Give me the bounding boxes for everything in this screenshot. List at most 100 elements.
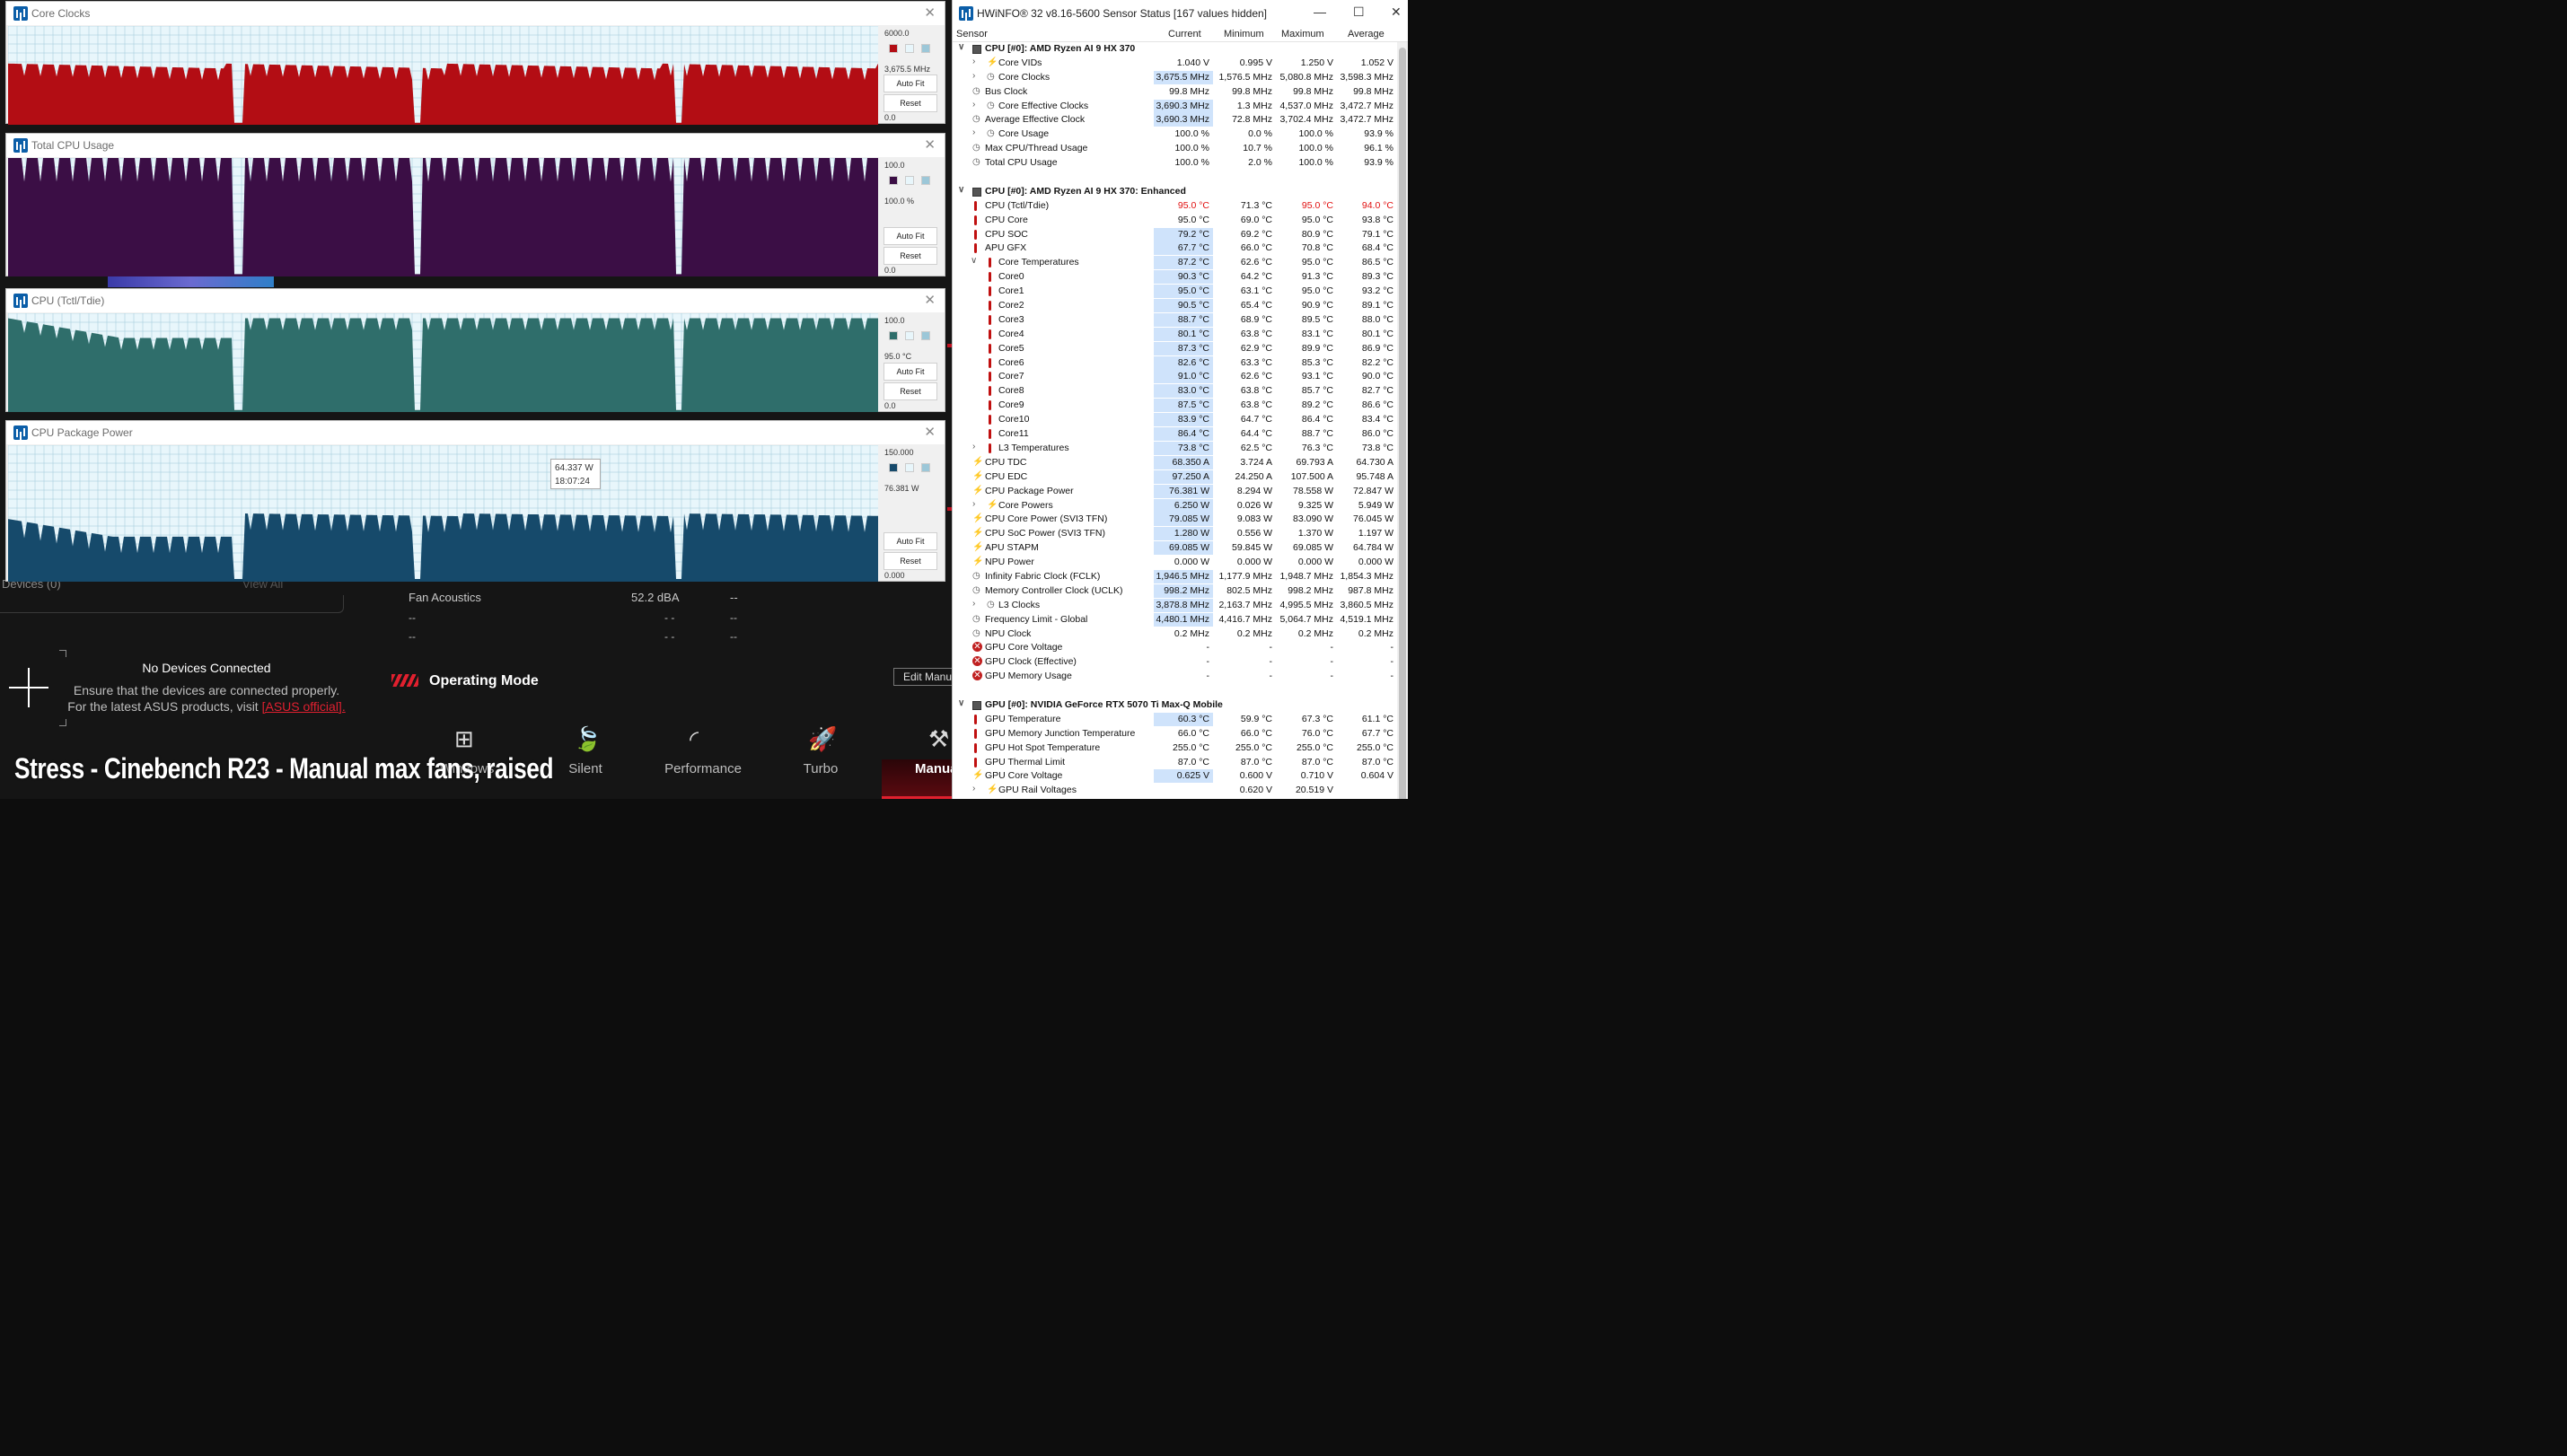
sensor-row[interactable]: ◷ Total CPU Usage 100.0 % 2.0 % 100.0 % 93.9 … [953, 156, 1408, 171]
col-maximum[interactable]: Maximum [1281, 29, 1324, 39]
sensor-row[interactable]: Core8 83.0 °C 63.8 °C 85.7 °C 82.7 °C [953, 384, 1408, 399]
sensor-row[interactable]: Core5 87.3 °C 62.9 °C 89.9 °C 86.9 °C [953, 341, 1408, 356]
sensor-row[interactable]: ✕ GPU Memory Usage - - - - [953, 670, 1408, 684]
sensor-row[interactable]: ⚡ CPU SoC Power (SVI3 TFN) 1.280 W 0.556 W 1… [953, 527, 1408, 541]
close-icon[interactable]: ✕ [924, 293, 936, 308]
reset-button[interactable]: Reset [884, 382, 937, 400]
sensor-row[interactable]: ⚡ GPU Core Voltage 0.625 V 0.600 V 0.710 V 0.… [953, 769, 1408, 784]
sensor-row[interactable]: ⚡ APU STAPM 69.085 W 59.845 W 69.085 W 64.784… [953, 541, 1408, 556]
collapse-chevron-icon[interactable]: ∨ [971, 256, 978, 267]
background-color-swatch[interactable] [905, 44, 914, 53]
sensor-row[interactable]: Core3 88.7 °C 68.9 °C 89.5 °C 88.0 °C [953, 312, 1408, 328]
graph-window[interactable]: Total CPU Usage ✕ 100.0 100.0 % Auto Fit Rese… [5, 133, 945, 276]
series-color-swatch[interactable] [889, 176, 898, 185]
auto-fit-button[interactable]: Auto Fit [884, 532, 937, 550]
rocket-icon[interactable]: 🚀 [808, 725, 838, 752]
sensor-row[interactable]: Core2 90.5 °C 65.4 °C 90.9 °C 89.1 °C [953, 299, 1408, 313]
sensor-row[interactable]: ◷ NPU Clock 0.2 MHz 0.2 MHz 0.2 MHz 0.2 MHz [953, 627, 1408, 642]
sensor-group-header[interactable]: ∨ CPU [#0]: AMD Ryzen AI 9 HX 370: Enhanc… [953, 184, 1408, 199]
col-minimum[interactable]: Minimum [1224, 29, 1264, 39]
close-icon[interactable]: ✕ [924, 425, 936, 440]
graph-window[interactable]: Core Clocks ✕ 6000.0 3,675.5 MHz Auto Fit Res… [5, 1, 945, 125]
grid-icon[interactable]: ⊞ [454, 725, 474, 752]
sensor-row[interactable]: GPU Hot Spot Temperature 255.0 °C 255.0 °C… [953, 741, 1408, 756]
auto-fit-button[interactable]: Auto Fit [884, 363, 937, 381]
tools-icon[interactable]: ⚒ [928, 725, 950, 752]
mode-windows[interactable]: Windows [439, 761, 495, 776]
expand-chevron-icon[interactable]: › [972, 784, 976, 794]
col-current[interactable]: Current [1168, 29, 1201, 39]
sensor-row[interactable]: GPU Thermal Limit 87.0 °C 87.0 °C 87.0 °C 87… [953, 756, 1408, 770]
add-device-plus-icon[interactable] [9, 668, 48, 707]
background-color-swatch[interactable] [905, 176, 914, 185]
sensor-row[interactable]: CPU Core 95.0 °C 69.0 °C 95.0 °C 93.8 °C [953, 214, 1408, 228]
title-bar[interactable]: HWiNFO® 32 v8.16-5600 Sensor Status [167… [953, 0, 1408, 26]
sensor-row[interactable]: ◷ Infinity Fabric Clock (FCLK) 1,946.5 MHz… [953, 569, 1408, 584]
sensor-row[interactable]: › ⚡ GPU Rail Voltages 0.620 V 20.519 V [953, 784, 1408, 798]
reset-button[interactable]: Reset [884, 552, 937, 570]
expand-chevron-icon[interactable]: › [972, 56, 976, 66]
sensor-row[interactable]: Core1 95.0 °C 63.1 °C 95.0 °C 93.2 °C [953, 285, 1408, 299]
sensor-row[interactable]: Core7 91.0 °C 62.6 °C 93.1 °C 90.0 °C [953, 370, 1408, 384]
sensor-row[interactable]: ⚡ CPU Package Power 76.381 W 8.294 W 78.558 … [953, 484, 1408, 499]
sensor-row[interactable]: GPU Temperature 60.3 °C 59.9 °C 67.3 °C 61.1… [953, 712, 1408, 727]
mode-performance[interactable]: Performance [664, 761, 742, 776]
expand-chevron-icon[interactable]: › [972, 99, 976, 110]
sensor-group-header[interactable]: ∨ CPU [#0]: AMD Ryzen AI 9 HX 370 [953, 42, 1408, 57]
expand-chevron-icon[interactable]: › [972, 498, 976, 509]
sensor-row[interactable]: ⚡ CPU EDC 97.250 A 24.250 A 107.500 A 95.748 … [953, 469, 1408, 485]
grid-color-swatch[interactable] [921, 176, 930, 185]
sensor-row[interactable]: › ◷ Core Clocks 3,675.5 MHz 1,576.5 MHz 5,080… [953, 70, 1408, 85]
sensor-row[interactable]: › ◷ Core Effective Clocks 3,690.3 MHz 1.3 MH… [953, 99, 1408, 114]
sensor-row[interactable]: Core10 83.9 °C 64.7 °C 86.4 °C 83.4 °C [953, 413, 1408, 427]
asus-official-link[interactable]: [ASUS official]. [261, 699, 346, 714]
sensor-row[interactable]: ⚡ CPU TDC 68.350 A 3.724 A 69.793 A 64.730 A [953, 455, 1408, 470]
graph-title-bar[interactable]: CPU (Tctl/Tdie) ✕ [6, 289, 945, 312]
mode-silent[interactable]: Silent [568, 761, 602, 776]
background-color-swatch[interactable] [905, 463, 914, 472]
col-sensor[interactable]: Sensor [956, 29, 988, 39]
sensor-row[interactable]: CPU SOC 79.2 °C 69.2 °C 80.9 °C 79.1 °C [953, 227, 1408, 242]
maximize-icon[interactable]: ☐ [1353, 4, 1365, 19]
series-color-swatch[interactable] [889, 44, 898, 53]
close-icon[interactable]: ✕ [924, 137, 936, 153]
sensor-group-header[interactable]: ∨ GPU [#0]: NVIDIA GeForce RTX 5070 Ti Ma… [953, 697, 1408, 713]
expand-chevron-icon[interactable]: › [972, 70, 976, 81]
sensor-row[interactable]: Core6 82.6 °C 63.3 °C 85.3 °C 82.2 °C [953, 355, 1408, 371]
sensor-row[interactable]: ✕ GPU Clock (Effective) - - - - [953, 655, 1408, 670]
edit-manual-button[interactable]: Edit Manual [893, 668, 956, 686]
leaf-icon[interactable]: 🍃 [573, 725, 602, 752]
minimize-icon[interactable]: — [1314, 4, 1326, 19]
reset-button[interactable]: Reset [884, 247, 937, 265]
scrollbar-thumb[interactable] [1399, 48, 1406, 799]
collapse-chevron-icon[interactable]: ∨ [958, 42, 965, 52]
background-color-swatch[interactable] [905, 331, 914, 340]
grid-color-swatch[interactable] [921, 44, 930, 53]
expand-chevron-icon[interactable]: › [972, 441, 976, 452]
collapse-chevron-icon[interactable]: ∨ [958, 697, 965, 708]
mode-turbo[interactable]: Turbo [803, 761, 839, 776]
sensor-row[interactable]: GPU Memory Junction Temperature 66.0 °C 66… [953, 727, 1408, 741]
close-icon[interactable]: ✕ [1391, 4, 1402, 19]
graph-window[interactable]: CPU (Tctl/Tdie) ✕ 100.0 95.0 °C Auto Fit Rese… [5, 288, 945, 412]
sensor-row[interactable]: Core0 90.3 °C 64.2 °C 91.3 °C 89.3 °C [953, 270, 1408, 285]
collapse-chevron-icon[interactable]: ∨ [958, 184, 965, 195]
sensor-row[interactable]: ✕ GPU Core Voltage - - - - [953, 641, 1408, 655]
graph-title-bar[interactable]: Total CPU Usage ✕ [6, 134, 945, 157]
gauge-icon[interactable]: ◜ [690, 725, 699, 752]
graph-title-bar[interactable]: CPU Package Power ✕ [6, 421, 945, 444]
graph-title-bar[interactable]: Core Clocks ✕ [6, 2, 945, 25]
close-icon[interactable]: ✕ [924, 5, 936, 21]
sensor-row[interactable]: ◷ Bus Clock 99.8 MHz 99.8 MHz 99.8 MHz 99.8 M… [953, 85, 1408, 100]
sensor-row[interactable]: ◷ Average Effective Clock 3,690.3 MHz 72.8 … [953, 113, 1408, 127]
sensor-row[interactable]: ◷ Frequency Limit - Global 4,480.1 MHz 4,41… [953, 612, 1408, 627]
sensor-row[interactable]: Core11 86.4 °C 64.4 °C 88.7 °C 86.0 °C [953, 427, 1408, 442]
auto-fit-button[interactable]: Auto Fit [884, 75, 937, 92]
grid-color-swatch[interactable] [921, 331, 930, 340]
expand-chevron-icon[interactable]: › [972, 598, 976, 609]
grid-color-swatch[interactable] [921, 463, 930, 472]
mode-manual[interactable]: Manual [915, 761, 962, 776]
col-average[interactable]: Average [1348, 29, 1385, 39]
vertical-scrollbar[interactable] [1397, 42, 1408, 799]
sensor-row[interactable]: Core4 80.1 °C 63.8 °C 83.1 °C 80.1 °C [953, 327, 1408, 342]
